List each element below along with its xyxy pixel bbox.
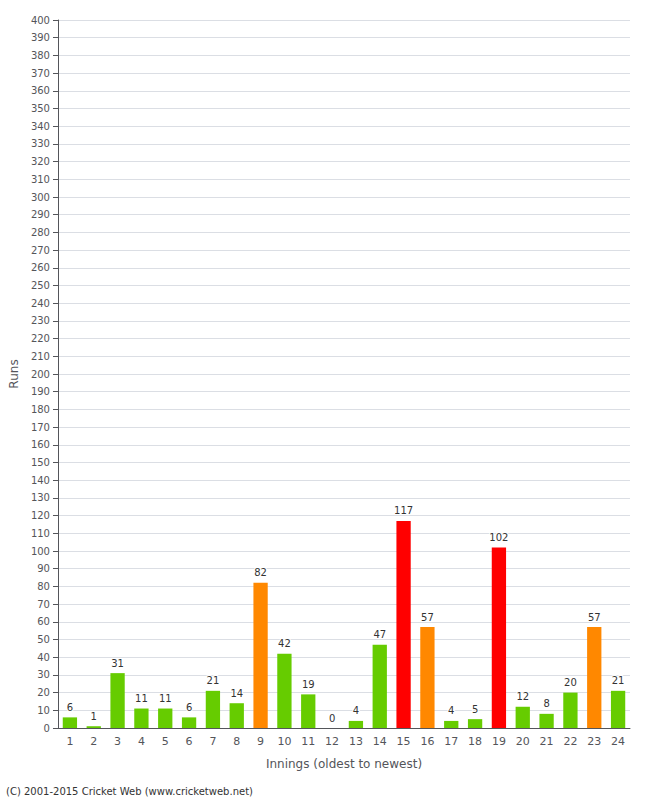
svg-text:4: 4 bbox=[138, 735, 145, 748]
svg-text:21: 21 bbox=[207, 675, 220, 686]
svg-text:350: 350 bbox=[31, 103, 50, 114]
svg-text:20: 20 bbox=[564, 677, 577, 688]
svg-text:110: 110 bbox=[31, 528, 50, 539]
svg-text:82: 82 bbox=[254, 567, 267, 578]
svg-text:210: 210 bbox=[31, 351, 50, 362]
svg-text:57: 57 bbox=[588, 612, 601, 623]
svg-text:24: 24 bbox=[611, 735, 625, 748]
svg-text:23: 23 bbox=[587, 735, 601, 748]
svg-text:230: 230 bbox=[31, 315, 50, 326]
svg-text:117: 117 bbox=[394, 505, 413, 516]
svg-text:190: 190 bbox=[31, 386, 50, 397]
svg-text:15: 15 bbox=[397, 735, 411, 748]
svg-text:370: 370 bbox=[31, 68, 50, 79]
svg-text:4: 4 bbox=[448, 705, 454, 716]
svg-text:250: 250 bbox=[31, 280, 50, 291]
svg-text:30: 30 bbox=[37, 669, 50, 680]
svg-text:31: 31 bbox=[111, 658, 124, 669]
svg-text:300: 300 bbox=[31, 192, 50, 203]
svg-text:70: 70 bbox=[37, 599, 50, 610]
svg-text:130: 130 bbox=[31, 492, 50, 503]
svg-text:12: 12 bbox=[516, 691, 529, 702]
svg-text:320: 320 bbox=[31, 156, 50, 167]
svg-text:5: 5 bbox=[472, 704, 478, 715]
svg-text:7: 7 bbox=[209, 735, 216, 748]
svg-text:390: 390 bbox=[31, 32, 50, 43]
svg-text:40: 40 bbox=[37, 652, 50, 663]
svg-text:140: 140 bbox=[31, 475, 50, 486]
svg-text:18: 18 bbox=[468, 735, 482, 748]
svg-text:Innings (oldest to newest): Innings (oldest to newest) bbox=[266, 757, 422, 771]
svg-text:14: 14 bbox=[373, 735, 387, 748]
svg-text:21: 21 bbox=[612, 675, 625, 686]
svg-text:8: 8 bbox=[543, 698, 549, 709]
svg-text:220: 220 bbox=[31, 333, 50, 344]
svg-text:170: 170 bbox=[31, 422, 50, 433]
svg-text:180: 180 bbox=[31, 404, 50, 415]
svg-text:90: 90 bbox=[37, 563, 50, 574]
svg-text:120: 120 bbox=[31, 510, 50, 521]
svg-text:1: 1 bbox=[66, 735, 73, 748]
svg-text:3: 3 bbox=[114, 735, 121, 748]
svg-text:10: 10 bbox=[277, 735, 291, 748]
svg-text:6: 6 bbox=[186, 702, 192, 713]
svg-text:47: 47 bbox=[373, 629, 386, 640]
svg-text:11: 11 bbox=[301, 735, 315, 748]
svg-text:11: 11 bbox=[135, 693, 148, 704]
svg-text:0: 0 bbox=[329, 713, 335, 724]
svg-text:102: 102 bbox=[489, 532, 508, 543]
svg-text:8: 8 bbox=[233, 735, 240, 748]
svg-text:150: 150 bbox=[31, 457, 50, 468]
svg-text:12: 12 bbox=[325, 735, 339, 748]
svg-text:2: 2 bbox=[90, 735, 97, 748]
svg-text:6: 6 bbox=[186, 735, 193, 748]
svg-text:290: 290 bbox=[31, 209, 50, 220]
svg-text:1: 1 bbox=[91, 711, 97, 722]
svg-text:330: 330 bbox=[31, 138, 50, 149]
svg-text:9: 9 bbox=[257, 735, 264, 748]
svg-text:260: 260 bbox=[31, 262, 50, 273]
svg-text:340: 340 bbox=[31, 121, 50, 132]
svg-text:6: 6 bbox=[67, 702, 73, 713]
svg-text:19: 19 bbox=[492, 735, 506, 748]
svg-text:20: 20 bbox=[516, 735, 530, 748]
svg-text:19: 19 bbox=[302, 679, 315, 690]
svg-text:Runs: Runs bbox=[7, 359, 21, 388]
svg-text:17: 17 bbox=[444, 735, 458, 748]
svg-text:240: 240 bbox=[31, 298, 50, 309]
svg-text:100: 100 bbox=[31, 546, 50, 557]
svg-text:270: 270 bbox=[31, 245, 50, 256]
svg-text:5: 5 bbox=[162, 735, 169, 748]
svg-text:0: 0 bbox=[44, 723, 50, 734]
svg-text:10: 10 bbox=[37, 705, 50, 716]
svg-text:160: 160 bbox=[31, 439, 50, 450]
svg-text:42: 42 bbox=[278, 638, 291, 649]
svg-text:380: 380 bbox=[31, 50, 50, 61]
svg-text:200: 200 bbox=[31, 369, 50, 380]
svg-text:360: 360 bbox=[31, 85, 50, 96]
svg-text:310: 310 bbox=[31, 174, 50, 185]
svg-text:280: 280 bbox=[31, 227, 50, 238]
svg-text:22: 22 bbox=[563, 735, 577, 748]
svg-text:16: 16 bbox=[420, 735, 434, 748]
svg-text:(C) 2001-2015 Cricket Web (www: (C) 2001-2015 Cricket Web (www.cricketwe… bbox=[6, 786, 253, 797]
svg-text:11: 11 bbox=[159, 693, 172, 704]
svg-text:21: 21 bbox=[540, 735, 554, 748]
svg-text:400: 400 bbox=[31, 15, 50, 26]
svg-text:57: 57 bbox=[421, 612, 434, 623]
svg-text:20: 20 bbox=[37, 687, 50, 698]
svg-text:14: 14 bbox=[230, 688, 243, 699]
svg-text:13: 13 bbox=[349, 735, 363, 748]
svg-text:60: 60 bbox=[37, 616, 50, 627]
svg-text:4: 4 bbox=[353, 705, 359, 716]
svg-text:80: 80 bbox=[37, 581, 50, 592]
svg-text:50: 50 bbox=[37, 634, 50, 645]
